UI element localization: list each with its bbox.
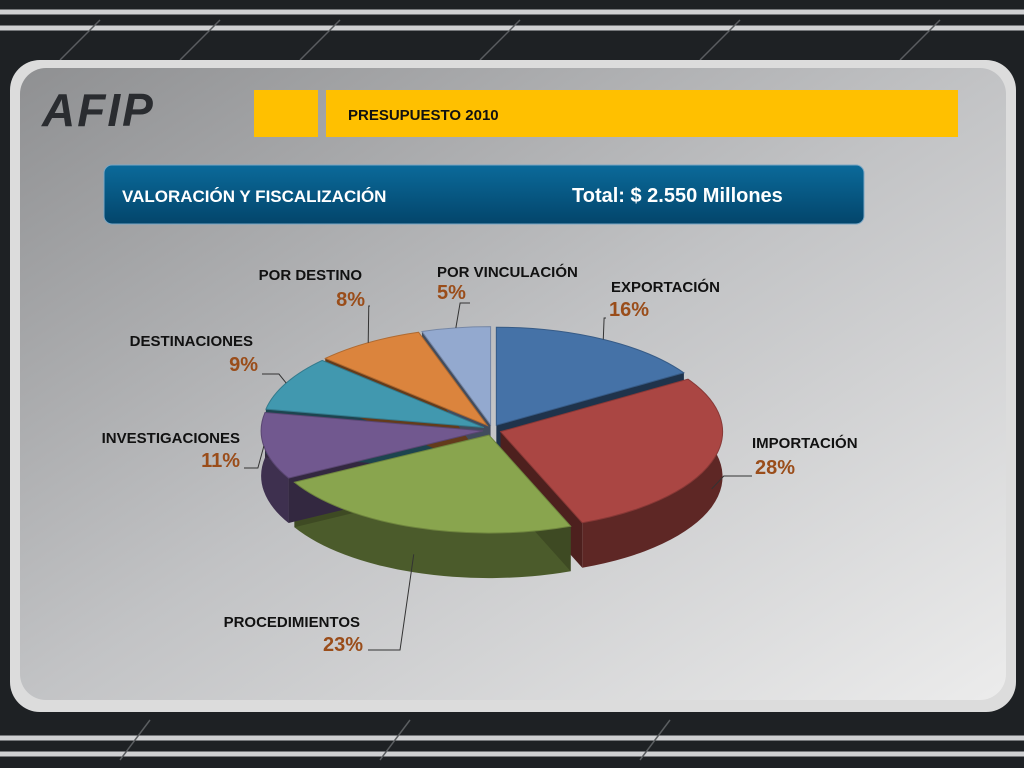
leader-line [602, 317, 606, 340]
slice-label: DESTINACIONES [130, 333, 253, 350]
slice [499, 378, 724, 524]
banner-left: VALORACIÓN Y FISCALIZACIÓN [122, 187, 386, 206]
slice-label: IMPORTACIÓN [752, 434, 858, 452]
slice-label: PROCEDIMIENTOS [224, 614, 360, 631]
banner-right: Total: $ 2.550 Millones [572, 185, 783, 207]
slice-value: 5% [437, 282, 466, 304]
leader-line [262, 373, 287, 384]
leader-line [368, 554, 415, 651]
header-title: PRESUPUESTO 2010 [348, 107, 499, 124]
slice-value: 16% [609, 299, 649, 321]
leader-line [455, 302, 470, 328]
banner [103, 164, 865, 225]
slice-value: 23% [323, 634, 363, 656]
slice-side [261, 412, 289, 524]
slice-label: INVESTIGACIONES [102, 430, 240, 447]
slice-side [582, 379, 723, 568]
logo: AFIP [41, 84, 155, 136]
slice-value: 11% [201, 450, 240, 472]
slice-value: 9% [229, 354, 258, 376]
leader-line [711, 475, 752, 490]
diagonals [59, 19, 941, 761]
slice [265, 359, 485, 429]
header-bar [326, 90, 958, 137]
pie [260, 326, 724, 579]
slice [293, 434, 572, 534]
slice-label: EXPORTACIÓN [611, 278, 720, 296]
slice-value: 8% [336, 289, 365, 311]
leader-line [244, 446, 265, 469]
slice-label: POR VINCULACIÓN [437, 263, 578, 281]
slice [324, 331, 489, 427]
leader-line [367, 305, 370, 343]
slice [495, 326, 685, 426]
slice-label: POR DESTINO [259, 267, 363, 284]
slice [260, 411, 484, 479]
header-box [254, 90, 318, 137]
slice-value: 28% [755, 457, 795, 479]
